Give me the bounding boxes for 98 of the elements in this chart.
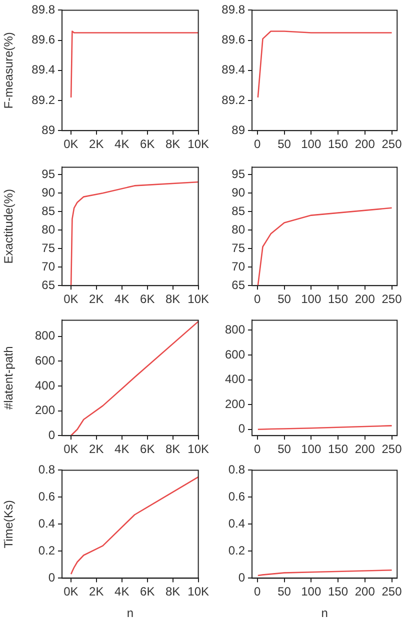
y-tick-label: 89.2 [32, 92, 56, 107]
y-tick-label: 0.4 [38, 516, 56, 531]
y-tick-label: 600 [224, 347, 246, 362]
y-tick-label: 89.8 [222, 2, 246, 17]
x-tick-label: 8K [166, 442, 180, 456]
y-tick-label: 0 [48, 428, 56, 442]
y-tick-label: 75 [42, 240, 56, 255]
x-tick-label: 10K [188, 137, 210, 152]
y-tick-label: 89.4 [222, 62, 246, 77]
y-tick-label: 89.6 [222, 32, 246, 47]
x-tick-label: 50 [278, 137, 292, 152]
x-tick-label: 200 [354, 442, 376, 456]
x-tick-label: 250 [382, 292, 402, 306]
x-tick-label: 4K [114, 584, 130, 599]
y-tick-label: 70 [42, 259, 56, 274]
y-tick-label: 600 [34, 353, 56, 368]
x-tick-label: 8K [166, 584, 180, 599]
x-tick-label: 8K [166, 137, 180, 152]
x-tick-label: 0 [254, 584, 262, 599]
y-tick-label: 70 [232, 259, 246, 274]
y-axis-title: Time(Ks) [2, 500, 16, 548]
y-tick-label: 90 [232, 185, 246, 200]
x-tick-label: 100 [301, 137, 322, 152]
x-tick-label: 10K [188, 584, 210, 599]
x-tick-label: 0K [64, 584, 78, 599]
x-tick-label: 150 [328, 584, 348, 599]
x-tick-label: 100 [301, 292, 322, 306]
x-tick-label: 6K [140, 584, 155, 599]
x-tick-label: 200 [354, 137, 376, 152]
y-tick-label: 0 [238, 422, 246, 436]
y-tick-label: 89.6 [32, 32, 56, 47]
x-tick-label: 2K [89, 442, 104, 456]
x-tick-label: 200 [354, 292, 376, 306]
y-tick-label: 89 [232, 122, 246, 137]
y-tick-label: 90 [42, 185, 56, 200]
y-tick-label: 0.4 [228, 516, 246, 531]
y-tick-label: 65 [232, 278, 246, 292]
y-tick-label: 400 [224, 372, 246, 386]
x-tick-label: 150 [328, 442, 348, 456]
x-tick-label: 0K [64, 292, 78, 306]
x-tick-label: 0K [64, 137, 78, 152]
y-tick-label: 80 [42, 222, 56, 236]
x-tick-label: 200 [354, 584, 376, 599]
x-tick-label: 6K [140, 137, 155, 152]
x-tick-label: 0 [254, 137, 262, 152]
x-tick-label: 0 [254, 292, 262, 306]
y-tick-label: 0.8 [228, 462, 246, 477]
x-tick-label: 50 [278, 292, 292, 306]
y-tick-label: 200 [224, 396, 246, 411]
y-tick-label: 80 [232, 222, 246, 236]
y-tick-label: 89.2 [222, 92, 246, 107]
x-tick-label: 10K [188, 292, 210, 306]
y-tick-label: 85 [232, 204, 246, 218]
x-tick-label: 10K [188, 442, 210, 456]
y-tick-label: 0.6 [228, 490, 246, 504]
x-tick-label: 8K [166, 292, 180, 306]
x-axis-title: n [321, 606, 328, 620]
y-tick-label: 0 [238, 570, 246, 585]
x-tick-label: 100 [301, 584, 322, 599]
x-tick-label: 250 [382, 584, 402, 599]
y-axis-title: Exactitude(%) [2, 189, 16, 264]
x-tick-label: 50 [278, 442, 292, 456]
y-tick-label: 75 [232, 240, 246, 255]
y-axis-title: F-measure(%) [2, 32, 16, 109]
x-axis-title: n [126, 606, 134, 620]
x-tick-label: 6K [140, 442, 155, 456]
y-tick-label: 85 [42, 204, 56, 218]
y-tick-label: 0.2 [38, 544, 56, 558]
y-tick-label: 89.8 [32, 2, 56, 17]
y-tick-label: 95 [232, 166, 246, 181]
y-tick-label: 95 [42, 166, 56, 181]
x-tick-label: 250 [382, 137, 402, 152]
x-tick-label: 50 [278, 584, 292, 599]
x-tick-label: 4K [114, 442, 130, 456]
y-tick-label: 0.8 [38, 462, 56, 477]
y-tick-label: 0 [48, 570, 56, 585]
x-tick-label: 4K [114, 137, 130, 152]
y-tick-label: 0.6 [38, 490, 56, 504]
x-tick-label: 100 [301, 442, 322, 456]
y-tick-label: 200 [34, 403, 56, 418]
x-tick-label: 4K [114, 292, 130, 306]
x-tick-label: 2K [89, 292, 104, 306]
y-tick-label: 400 [34, 378, 56, 392]
y-tick-label: 89.4 [32, 62, 56, 77]
x-tick-label: 0K [64, 442, 78, 456]
y-tick-label: 800 [224, 322, 246, 336]
y-tick-label: 65 [42, 278, 56, 292]
x-tick-label: 2K [89, 137, 104, 152]
y-tick-label: 89 [42, 122, 56, 137]
x-tick-label: 0 [254, 442, 262, 456]
y-tick-label: 800 [34, 328, 56, 343]
y-axis-title: #latent-path [2, 346, 16, 410]
x-tick-label: 150 [328, 292, 348, 306]
x-tick-label: 150 [328, 137, 348, 152]
y-tick-label: 0.2 [228, 544, 246, 558]
x-tick-label: 2K [89, 584, 104, 599]
x-tick-label: 250 [382, 442, 402, 456]
x-tick-label: 6K [140, 292, 155, 306]
